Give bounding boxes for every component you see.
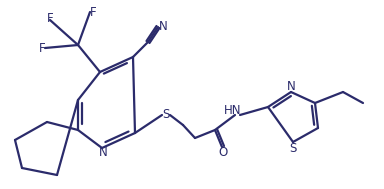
Text: HN: HN bbox=[224, 105, 242, 118]
Text: F: F bbox=[90, 5, 96, 19]
Text: O: O bbox=[218, 146, 228, 160]
Text: N: N bbox=[286, 81, 295, 94]
Text: S: S bbox=[162, 108, 170, 122]
Text: F: F bbox=[47, 12, 53, 26]
Text: N: N bbox=[99, 146, 108, 160]
Text: S: S bbox=[289, 142, 297, 154]
Text: F: F bbox=[39, 42, 45, 54]
Text: N: N bbox=[159, 19, 167, 33]
